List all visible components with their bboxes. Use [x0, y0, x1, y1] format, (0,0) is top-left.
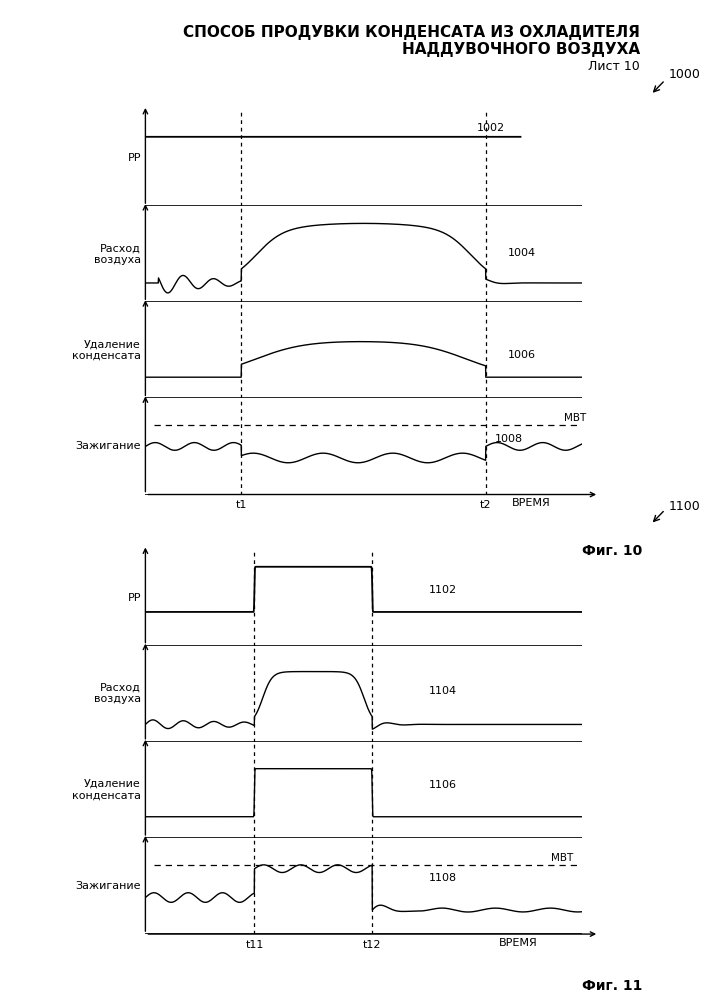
Text: t2: t2 — [480, 500, 491, 509]
Text: Фиг. 11: Фиг. 11 — [582, 979, 642, 993]
Text: Зажигание: Зажигание — [76, 442, 141, 452]
Text: Удаление
конденсата: Удаление конденсата — [72, 779, 141, 800]
Text: t1: t1 — [236, 500, 247, 509]
Text: МВТ: МВТ — [551, 853, 574, 863]
Text: t12: t12 — [363, 939, 382, 949]
Text: PP: PP — [127, 592, 141, 602]
Text: ВРЕМЯ: ВРЕМЯ — [513, 499, 551, 508]
Text: 1106: 1106 — [429, 780, 457, 790]
Text: Удаление
конденсата: Удаление конденсата — [72, 340, 141, 361]
Text: Расход
воздуха: Расход воздуха — [94, 244, 141, 265]
Text: Лист 10: Лист 10 — [588, 60, 640, 73]
Text: Фиг. 10: Фиг. 10 — [582, 544, 642, 558]
Text: 1004: 1004 — [507, 248, 536, 258]
Text: 1000: 1000 — [669, 68, 701, 82]
Text: t11: t11 — [245, 939, 264, 949]
Text: Зажигание: Зажигание — [76, 881, 141, 891]
Text: 1102: 1102 — [429, 584, 457, 594]
Text: НАДДУВОЧНОГО ВОЗДУХА: НАДДУВОЧНОГО ВОЗДУХА — [401, 42, 640, 57]
Text: ВРЕМЯ: ВРЕМЯ — [499, 938, 538, 948]
Text: 1108: 1108 — [429, 873, 457, 883]
Text: PP: PP — [127, 153, 141, 163]
Text: 1100: 1100 — [669, 500, 701, 513]
Text: Расход
воздуха: Расход воздуха — [94, 683, 141, 704]
Text: 1008: 1008 — [494, 434, 523, 444]
Text: 1002: 1002 — [477, 123, 505, 133]
Text: 1006: 1006 — [507, 350, 536, 360]
Text: МВТ: МВТ — [564, 414, 587, 424]
Text: СПОСОБ ПРОДУВКИ КОНДЕНСАТА ИЗ ОХЛАДИТЕЛЯ: СПОСОБ ПРОДУВКИ КОНДЕНСАТА ИЗ ОХЛАДИТЕЛЯ — [183, 25, 640, 40]
Text: 1104: 1104 — [429, 685, 457, 695]
